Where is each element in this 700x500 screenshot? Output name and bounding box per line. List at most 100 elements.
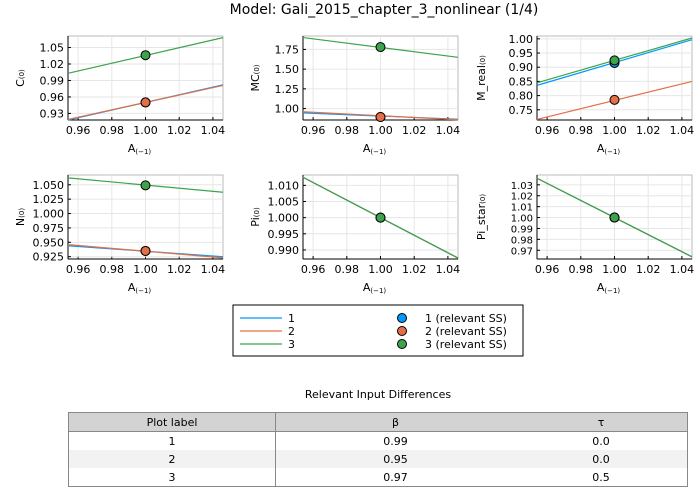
y-tick-label: 0.85 (509, 75, 534, 88)
x-tick-label: 0.96 (301, 263, 326, 276)
subplot-pi: 0.96 0.98 1.00 1.02 1.04 0.990 0.995 1.000 1.005… (249, 174, 461, 295)
y-tick-label: 1.050 (33, 179, 65, 192)
x-tick-label: 0.98 (569, 263, 594, 276)
y-tick-label: 0.975 (33, 222, 65, 235)
subplot-pi-star: 0.96 0.98 1.00 1.02 1.040.970.980.991.001.01… (475, 174, 695, 295)
y-tick-label: 0.93 (40, 107, 65, 120)
x-tick-label: 1.04 (436, 263, 461, 276)
x-tick-label: 0.98 (335, 263, 360, 276)
x-tick-label: 1.02 (167, 263, 192, 276)
x-tick-label: 1.04 (436, 124, 461, 137)
ss-marker-3 (375, 42, 386, 53)
y-tick-label: 1.00 (509, 33, 534, 46)
cell: 0.97 (383, 470, 408, 484)
x-axis-label: A(−1) (128, 142, 152, 156)
y-tick-label: 0.950 (33, 236, 65, 249)
x-axis-label-sub: (−1) (135, 287, 151, 295)
x-tick-label: 1.04 (201, 263, 226, 276)
y-axis-label: MC(0) (249, 64, 262, 91)
y-axis-label-sub: (0) (253, 64, 261, 74)
legend-label: 2 (288, 325, 295, 338)
ss-marker-3 (375, 212, 386, 223)
input-differences-table: Plot label β τ 1 0.99 0.0 2 0.95 0.0 3 0.97 0.… (68, 412, 688, 487)
table-title: Relevant Input Differences (304, 388, 452, 401)
y-axis-label-sub: (0) (18, 69, 26, 79)
legend: 1 1 (relevant SS) 2 2 (relevant SS) 3 3 (rele… (232, 304, 524, 357)
x-axis-label-sub: (−1) (604, 287, 620, 295)
y-axis-label-sub: (0) (479, 55, 487, 65)
x-tick-label: 0.98 (335, 124, 360, 137)
x-tick-label: 1.04 (201, 124, 226, 137)
ss-marker-3 (140, 180, 151, 191)
cell: 0.0 (515, 450, 688, 468)
ss-marker-2 (140, 245, 151, 256)
x-tick-label: 0.96 (301, 124, 326, 137)
subplot-m-real: 0.96 0.98 1.00 1.02 1.04 0.750.80 0.850.900.95… (475, 33, 694, 156)
x-tick-label: 1.04 (670, 124, 695, 137)
legend-label: 1 (288, 312, 295, 325)
ss-marker-2 (140, 97, 151, 108)
y-tick-label: 0.80 (509, 90, 534, 103)
ss-marker-3 (609, 55, 620, 66)
y-tick-label: 0.990 (268, 244, 300, 257)
y-tick-label: 1.25 (275, 83, 300, 96)
y-axis-label: Pi(0) (249, 207, 262, 227)
legend-label: 1 (relevant SS) (425, 312, 507, 325)
x-axis-label: A(−1) (128, 281, 152, 295)
x-tick-label: 1.00 (368, 263, 393, 276)
legend-label: 3 (288, 338, 295, 351)
table-row: 2 0.95 0.0 (68, 450, 688, 468)
legend-marker-2 (397, 326, 407, 336)
header-tau: τ (515, 412, 688, 432)
x-tick-label: 0.96 (535, 124, 560, 137)
y-tick-label: 1.025 (33, 193, 65, 206)
y-tick-label: 0.90 (509, 61, 534, 74)
y-axis-label-sub: (0) (479, 194, 487, 204)
y-tick-label: 0.925 (33, 251, 65, 264)
x-tick-label: 0.96 (535, 263, 560, 276)
x-tick-label: 1.02 (636, 124, 661, 137)
y-tick-label: 1.000 (268, 212, 300, 225)
table-row: 1 0.99 0.0 (68, 431, 688, 450)
x-tick-label: 1.04 (670, 263, 695, 276)
cell: 2 (68, 450, 276, 468)
x-tick-label: 1.00 (133, 124, 158, 137)
x-tick-label: 1.02 (167, 124, 192, 137)
x-tick-label: 1.00 (602, 263, 627, 276)
ss-marker-2 (375, 112, 386, 123)
legend-label: 3 (relevant SS) (425, 338, 507, 351)
y-tick-label: 1.03 (511, 181, 533, 192)
y-tick-label: 1.50 (275, 63, 300, 76)
cell: 0.95 (275, 450, 516, 468)
x-tick-label: 1.00 (602, 124, 627, 137)
x-axis-label: A(−1) (363, 142, 387, 156)
y-tick-label: 1.02 (40, 58, 65, 71)
x-axis-label-sub: (−1) (370, 148, 386, 156)
y-tick-label: 1.02 (511, 192, 533, 203)
x-axis-label: A(−1) (597, 281, 621, 295)
y-tick-label: 0.99 (40, 74, 65, 87)
subplot-c: 0.96 0.98 1.00 1.02 1.040.930.960.991.021.05… (14, 35, 226, 156)
x-axis-label-sub: (−1) (604, 148, 620, 156)
cell: 0.99 (383, 434, 408, 448)
y-tick-label: 0.97 (511, 246, 533, 257)
y-tick-label: 0.98 (511, 235, 533, 246)
x-axis-label: A(−1) (597, 142, 621, 156)
legend-marker-1 (397, 313, 407, 323)
y-axis-label: Pi_star(0) (475, 194, 488, 240)
legend-label: 2 (relevant SS) (425, 325, 507, 338)
table-row: 3 0.97 0.5 (68, 468, 688, 487)
y-axis-label-sub: (0) (18, 208, 26, 218)
x-tick-label: 1.02 (402, 124, 427, 137)
subplot-n: 0.96 0.98 1.00 1.02 1.04 0.925 0.9500.9751.000… (14, 174, 226, 295)
y-tick-label: 1.01 (511, 203, 533, 214)
x-tick-label: 0.98 (569, 124, 594, 137)
x-axis-label: A(−1) (363, 281, 387, 295)
ss-marker-2 (609, 94, 620, 105)
x-tick-label: 1.02 (402, 263, 427, 276)
x-tick-label: 0.96 (66, 263, 91, 276)
cell: 0.5 (592, 470, 610, 484)
x-tick-label: 0.96 (66, 124, 91, 137)
cell: 1 (68, 431, 276, 450)
